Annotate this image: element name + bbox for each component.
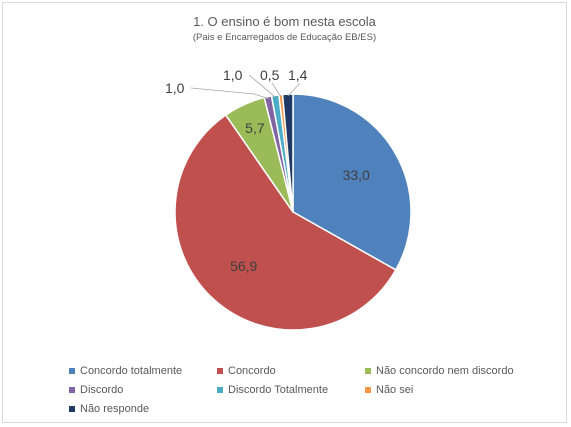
legend-swatch — [217, 368, 223, 374]
legend-label: Discordo — [80, 384, 124, 396]
pie-slice-6 — [281, 93, 294, 213]
data-label-0: 33,0 — [343, 167, 370, 183]
data-label-2: 5,7 — [245, 120, 265, 136]
legend-label: Concordo totalmente — [80, 365, 183, 377]
pie-chart: 33,0 56,9 5,7 1,0 1,0 0,5 1,4 — [165, 67, 412, 331]
legend-swatch — [69, 368, 75, 374]
data-label-4: 1,0 — [223, 67, 243, 83]
legend-swatch — [69, 406, 75, 412]
chart-title: 1. O ensino é bom nesta escola — [193, 14, 376, 29]
leader-line-5 — [271, 82, 282, 97]
data-labels: 33,0 56,9 5,7 1,0 1,0 0,5 1,4 — [165, 67, 370, 274]
legend-item-discordo-totalmente: Discordo Totalmente — [217, 384, 328, 396]
legend-label: Não sei — [376, 384, 414, 396]
pie-slice-1 — [174, 113, 397, 331]
leader-lines — [190, 74, 301, 100]
legend-item-concordo-totalmente: Concordo totalmente — [69, 365, 182, 377]
legend-swatch — [217, 387, 223, 393]
legend-item-nao-sei: Não sei — [365, 384, 413, 396]
chart-subtitle: (Pais e Encarregados de Educação EB/ES) — [192, 32, 377, 43]
legend-swatch — [365, 387, 371, 393]
data-label-5: 0,5 — [260, 67, 280, 83]
legend-swatch — [365, 368, 371, 374]
legend-label: Discordo Totalmente — [228, 384, 329, 396]
legend-item-nao-responde: Não responde — [69, 403, 149, 415]
legend-label: Concordo — [228, 365, 276, 377]
leader-line-4 — [248, 74, 276, 98]
chart-area: 1. O ensino é bom nesta escola (Pais e E… — [2, 2, 567, 423]
legend-item-discordo: Discordo — [69, 384, 123, 396]
legend-label: Não responde — [80, 403, 150, 415]
data-label-6: 1,4 — [288, 67, 308, 83]
legend-item-nao-concordo-nem-discordo: Não concordo nem discordo — [365, 365, 514, 377]
data-label-1: 56,9 — [230, 258, 257, 274]
data-label-3: 1,0 — [165, 80, 185, 96]
legend-swatch — [69, 387, 75, 393]
pie-slice-0 — [292, 93, 412, 271]
pie-slices — [174, 93, 412, 331]
leader-line-6 — [287, 82, 301, 97]
legend-item-concordo: Concordo — [217, 365, 276, 377]
leader-line-3 — [190, 87, 269, 100]
legend-label: Não concordo nem discordo — [376, 365, 514, 377]
